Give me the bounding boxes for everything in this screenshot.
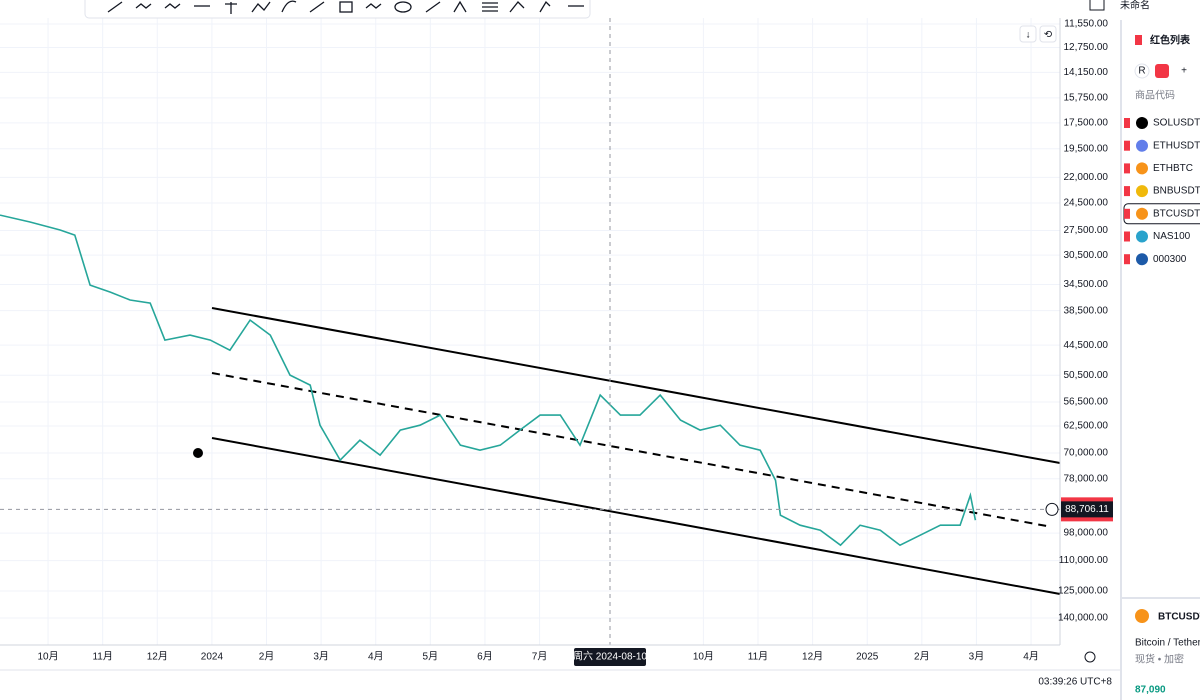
x-tick-label: 7月 bbox=[532, 651, 548, 663]
reset-icon: ⟲ bbox=[1044, 30, 1053, 41]
y-tick-label: 62,500.00 bbox=[1064, 421, 1109, 432]
y-tick-label: 14,150.00 bbox=[1064, 67, 1109, 78]
watchlist-symbol[interactable]: 000300 bbox=[1153, 254, 1187, 265]
x-tick-label: 11月 bbox=[92, 651, 112, 663]
detail-symbol: BTCUSDT bbox=[1158, 612, 1200, 623]
symbol-icon bbox=[1136, 230, 1148, 243]
y-tick-label: 17,500.00 bbox=[1064, 118, 1109, 129]
side-panel bbox=[1120, 0, 1200, 700]
y-tick-label: 24,500.00 bbox=[1064, 198, 1109, 209]
y-tick-label: 140,000.00 bbox=[1058, 613, 1108, 624]
x-tick-label: 5月 bbox=[423, 651, 439, 663]
watchlist-title[interactable]: 红色列表 bbox=[1150, 34, 1191, 47]
row-flag bbox=[1124, 140, 1130, 151]
y-tick-label: 70,000.00 bbox=[1064, 448, 1109, 459]
add-alert[interactable] bbox=[1045, 502, 1059, 516]
crosshair-x-label: 周六 2024-08-10 bbox=[573, 651, 647, 663]
row-flag bbox=[1124, 163, 1130, 174]
x-tick-label: 2月 bbox=[259, 651, 275, 663]
flag-icon bbox=[1135, 35, 1142, 45]
symbol-icon bbox=[1136, 117, 1148, 129]
y-tick-label: 34,500.00 bbox=[1064, 279, 1109, 290]
y-tick-label: 78,000.00 bbox=[1064, 473, 1109, 484]
status-time: 03:39:26 UTC+8 bbox=[1038, 677, 1112, 688]
symbol-icon bbox=[1136, 162, 1148, 175]
settings-icon[interactable] bbox=[1084, 651, 1096, 663]
watchlist: SOLUSDT ETHUSDT ETHBTC BNBUSDT BTCUSDT NAS100… bbox=[1123, 117, 1200, 266]
y-tick-label: 38,500.00 bbox=[1064, 305, 1109, 316]
y-tick-label: 19,500.00 bbox=[1064, 143, 1109, 154]
watchlist-symbol[interactable]: NAS100 bbox=[1153, 231, 1191, 242]
row-flag bbox=[1124, 231, 1130, 242]
symbol-icon bbox=[1136, 253, 1148, 266]
x-tick-label: 4月 bbox=[1023, 651, 1039, 663]
column-header: 商品代码 bbox=[1135, 89, 1175, 102]
y-tick-label: 125,000.00 bbox=[1058, 586, 1108, 597]
tab-r[interactable] bbox=[1134, 63, 1150, 79]
crosshair-x-box bbox=[574, 648, 647, 666]
channel-lower bbox=[211, 437, 1061, 595]
add-icon[interactable]: + bbox=[1181, 66, 1187, 77]
x-tick-label: 3月 bbox=[313, 651, 329, 663]
x-tick-label: 10月 bbox=[37, 651, 58, 663]
price-line bbox=[0, 214, 977, 547]
row-flag bbox=[1124, 186, 1130, 197]
symbol-icon bbox=[1135, 609, 1149, 623]
alarm-icon[interactable] bbox=[193, 448, 203, 458]
y-tick-label: 11,550.00 bbox=[1064, 19, 1108, 30]
plot bbox=[0, 18, 1060, 645]
watchlist-symbol[interactable]: ETHBTC bbox=[1153, 163, 1193, 174]
x-tick-label: 10月 bbox=[693, 651, 714, 663]
toolbar-icons[interactable] bbox=[107, 0, 584, 14]
y-tick-label: 30,500.00 bbox=[1064, 250, 1109, 261]
crosshair-price-label: 88,706.11 bbox=[1065, 504, 1109, 515]
tab-r-label: R bbox=[1138, 66, 1145, 77]
down-icon: ↓ bbox=[1026, 30, 1031, 41]
symbol-icon bbox=[1136, 207, 1148, 220]
x-tick-label: 2月 bbox=[914, 651, 930, 663]
y-tick-label: 44,500.00 bbox=[1064, 340, 1109, 351]
detail-market: 现货 • 加密 bbox=[1135, 653, 1184, 666]
tab-flag[interactable] bbox=[1155, 64, 1169, 78]
reset-button[interactable] bbox=[1039, 25, 1057, 43]
x-tick-label: 4月 bbox=[368, 651, 384, 663]
x-tick-label: 2025 bbox=[856, 652, 879, 663]
watchlist-symbol[interactable]: ETHUSDT bbox=[1153, 140, 1200, 151]
y-tick-label: 22,000.00 bbox=[1064, 172, 1109, 183]
x-tick-label: 11月 bbox=[748, 651, 768, 663]
y-tick-label: 15,750.00 bbox=[1064, 92, 1109, 103]
crosshair-price-box bbox=[1061, 501, 1113, 518]
watchlist-symbol[interactable]: SOLUSDT bbox=[1153, 118, 1200, 129]
y-tick-label: 110,000.00 bbox=[1059, 555, 1109, 566]
y-tick-label: 56,500.00 bbox=[1064, 397, 1109, 408]
symbol-icon bbox=[1136, 185, 1148, 198]
y-tick-label: 98,000.00 bbox=[1064, 528, 1109, 539]
y-tick-label: 50,500.00 bbox=[1064, 370, 1109, 381]
row-flag bbox=[1124, 118, 1130, 128]
watchlist-symbol[interactable]: BNBUSDT bbox=[1153, 186, 1200, 197]
row-flag bbox=[1124, 254, 1130, 265]
layout-icon[interactable] bbox=[1089, 0, 1105, 11]
y-tick-label: 12,750.00 bbox=[1064, 42, 1109, 53]
layout-name[interactable]: 未命名 bbox=[1120, 0, 1150, 12]
channel-mid bbox=[211, 372, 1053, 528]
drawing-toolbar bbox=[84, 0, 591, 19]
x-tick-label: 2024 bbox=[201, 652, 224, 663]
detail-price: 87,090 bbox=[1135, 685, 1166, 696]
x-tick-label: 6月 bbox=[477, 651, 493, 663]
watchlist-symbol[interactable]: BTCUSDT bbox=[1153, 208, 1200, 219]
row-flag bbox=[1124, 208, 1130, 219]
y-tick-label: 27,500.00 bbox=[1064, 225, 1109, 236]
symbol-icon bbox=[1136, 139, 1148, 152]
grid bbox=[0, 18, 1060, 645]
scroll-button[interactable] bbox=[1019, 25, 1037, 43]
x-tick-label: 12月 bbox=[147, 651, 168, 663]
x-tick-label: 12月 bbox=[802, 651, 823, 663]
channel-upper bbox=[211, 307, 1061, 464]
detail-name: Bitcoin / Tether bbox=[1135, 638, 1200, 649]
x-tick-label: 3月 bbox=[969, 651, 985, 663]
